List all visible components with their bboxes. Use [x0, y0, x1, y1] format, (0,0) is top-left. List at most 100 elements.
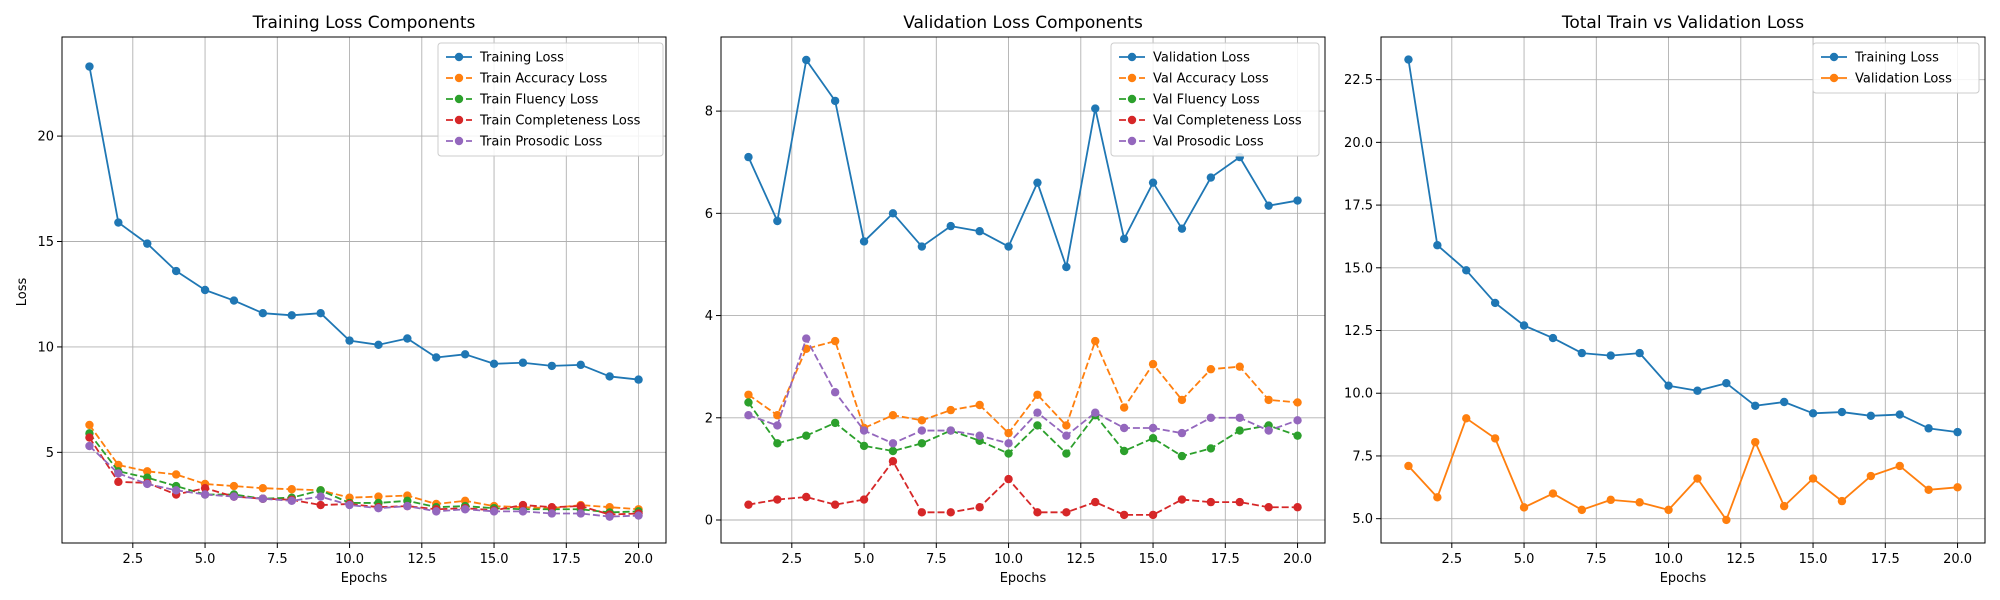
- data-point: [200, 490, 210, 499]
- data-point: [1235, 497, 1244, 507]
- legend-box: [1812, 42, 1980, 94]
- legend-item: Val Prosodic Loss: [1119, 135, 1264, 150]
- y-tick-label: 17.5: [1344, 199, 1373, 214]
- data-point: [1635, 348, 1644, 358]
- legend-label: Val Completeness Loss: [1153, 114, 1302, 129]
- data-point: [1293, 196, 1302, 205]
- data-point: [1264, 395, 1273, 405]
- legend-marker: [454, 115, 464, 125]
- data-point: [374, 340, 383, 350]
- data-point: [1606, 351, 1615, 360]
- data-point: [1693, 474, 1702, 483]
- data-point: [975, 431, 984, 440]
- series-line: [748, 460, 1298, 516]
- series-training-loss: [1404, 55, 1962, 437]
- x-tick-label: 7.5: [1586, 552, 1607, 567]
- x-tick-label: 10.0: [994, 552, 1023, 567]
- data-point: [114, 477, 123, 487]
- data-point: [917, 508, 927, 517]
- data-point: [85, 433, 94, 442]
- x-tick-label: 12.5: [407, 552, 436, 567]
- x-tick-label: 2.5: [1441, 552, 1462, 567]
- data-point: [1062, 449, 1071, 458]
- grid: [721, 37, 1325, 543]
- x-axis-label: Epochs: [1660, 571, 1707, 586]
- series-line: [1407, 59, 1958, 434]
- series-line: [88, 66, 639, 381]
- series-line: [88, 432, 639, 514]
- data-point: [171, 486, 181, 495]
- legend-marker: [1127, 73, 1137, 83]
- data-point: [888, 457, 898, 466]
- chart-title: Total Train vs Validation Loss: [1561, 13, 1804, 33]
- y-tick-label: 8: [705, 105, 713, 120]
- data-point: [802, 334, 811, 343]
- data-point: [1177, 395, 1187, 405]
- data-point: [1235, 426, 1244, 435]
- legend-marker: [454, 136, 464, 146]
- data-point: [85, 441, 94, 451]
- data-point: [1635, 498, 1644, 507]
- legend-label: Val Prosodic Loss: [1153, 135, 1264, 150]
- legend-label: Training Loss: [479, 51, 564, 66]
- data-point: [1953, 483, 1962, 492]
- legend-label: Train Fluency Loss: [479, 93, 599, 108]
- data-point: [1062, 431, 1071, 440]
- data-point: [1091, 408, 1100, 417]
- series-val-completeness-loss: [744, 457, 1302, 520]
- legend-label: Validation Loss: [1855, 72, 1952, 87]
- legend-box: [1110, 42, 1320, 157]
- data-point: [1433, 241, 1442, 250]
- legend-label: Train Prosodic Loss: [479, 135, 603, 150]
- data-point: [1033, 408, 1042, 417]
- data-point: [1548, 333, 1558, 343]
- data-point: [1148, 423, 1158, 433]
- axes-frame: [1380, 36, 1986, 544]
- data-point: [859, 495, 869, 504]
- data-point: [143, 479, 152, 489]
- axes-frame: [61, 36, 667, 544]
- x-tick-label: 5.0: [854, 552, 875, 567]
- data-point: [316, 500, 325, 510]
- y-tick-label: 10: [37, 340, 54, 355]
- x-tick-label: 20.0: [1943, 552, 1972, 567]
- data-point: [1148, 359, 1158, 369]
- y-tick-label: 0: [705, 514, 713, 529]
- data-point: [773, 411, 782, 420]
- data-point: [576, 501, 585, 511]
- data-point: [316, 308, 325, 318]
- data-point: [1004, 428, 1013, 438]
- data-point: [345, 500, 354, 510]
- legend-label: Val Accuracy Loss: [1153, 72, 1269, 87]
- legend-item: Val Completeness Loss: [1119, 114, 1302, 129]
- legend-item: Validation Loss: [1119, 51, 1250, 66]
- x-tick-label: 10.0: [335, 552, 364, 567]
- x-tick-label: 12.5: [1066, 552, 1095, 567]
- chart-total-train-vs-validation-loss: Total Train vs Validation Loss Epochs 2.…: [1344, 13, 1986, 586]
- x-tick-label: 7.5: [926, 552, 947, 567]
- data-point: [200, 483, 210, 493]
- legend-box: [437, 42, 664, 157]
- y-tick-label: 10.0: [1344, 387, 1373, 402]
- legend-item: Train Prosodic Loss: [446, 135, 603, 150]
- data-point: [859, 237, 869, 246]
- data-point: [605, 372, 614, 381]
- data-point: [1577, 505, 1587, 515]
- data-point: [859, 441, 869, 451]
- data-point: [374, 504, 383, 513]
- data-point: [1779, 501, 1789, 511]
- x-tick-label: 15.0: [480, 552, 509, 567]
- data-point: [1837, 407, 1847, 417]
- data-point: [888, 439, 898, 448]
- legend-marker: [1127, 52, 1137, 62]
- data-point: [547, 509, 557, 518]
- data-point: [1548, 489, 1558, 498]
- data-point: [114, 218, 123, 227]
- data-point: [403, 501, 412, 511]
- y-tick-label: 12.5: [1344, 324, 1373, 339]
- data-point: [917, 426, 927, 435]
- axis-ticks: 2.5 5.0 7.5 10.0 12.5 15.0 17.5 20.0 5.0 7.5 10.0 1…: [1344, 73, 1972, 567]
- data-point: [1751, 401, 1760, 410]
- series-train-prosodic-loss: [85, 441, 643, 521]
- series-val-prosodic-loss: [744, 334, 1302, 448]
